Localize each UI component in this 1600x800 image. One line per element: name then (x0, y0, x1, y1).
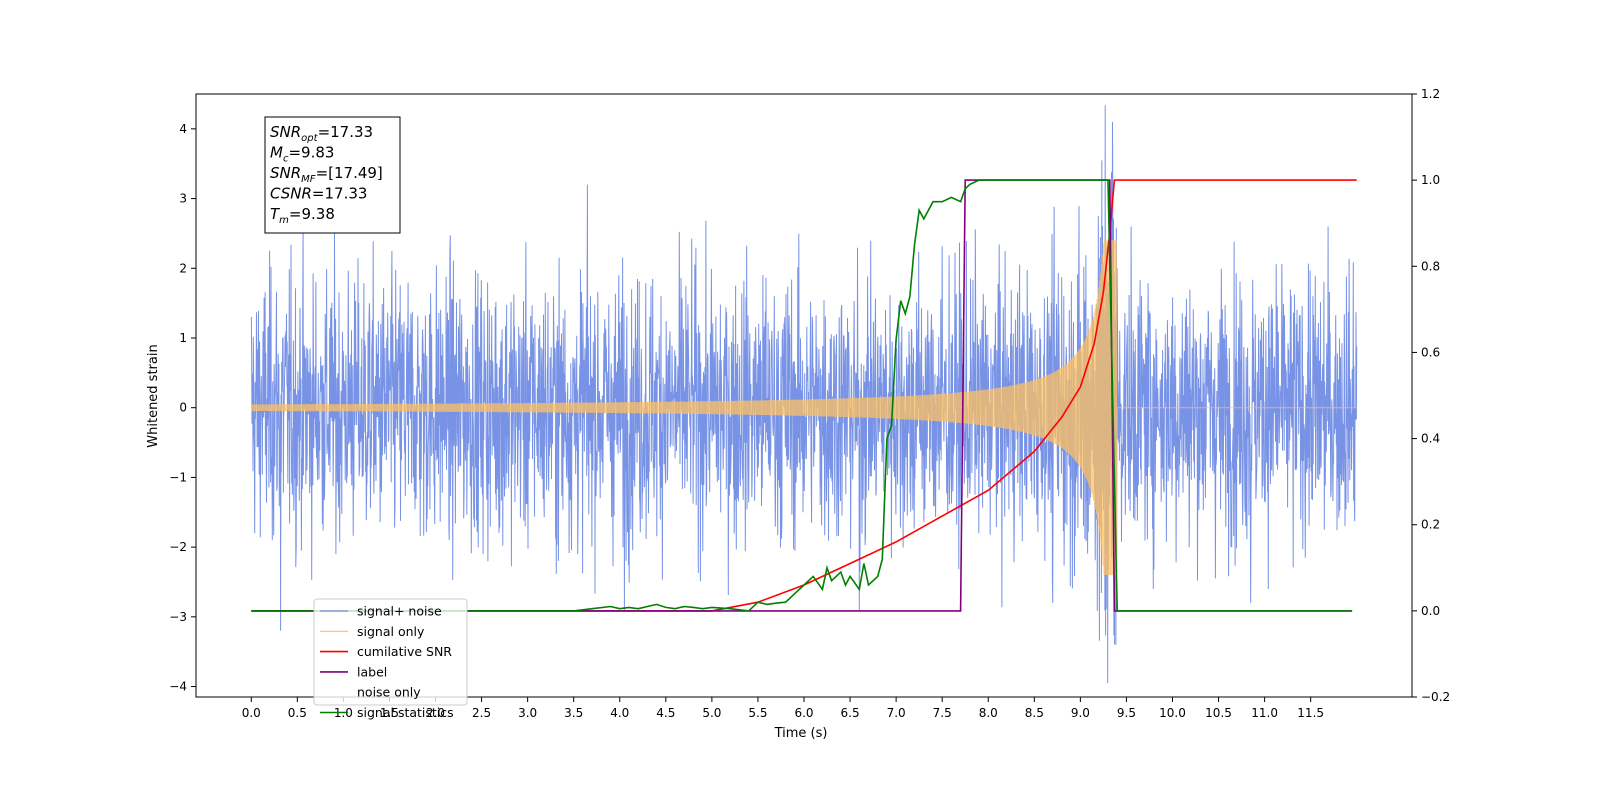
x-tick-label: 8.5 (1025, 706, 1044, 720)
x-tick-label: 0.0 (242, 706, 261, 720)
y2-tick-label: 0.2 (1421, 518, 1440, 532)
x-tick-label: 7.5 (933, 706, 952, 720)
x-tick-label: 2.5 (472, 706, 491, 720)
x-tick-label: 6.5 (841, 706, 860, 720)
annotation-line: Mc=9.83 (270, 144, 334, 165)
x-tick-label: 3.0 (518, 706, 537, 720)
y-tick-label: −3 (169, 610, 187, 624)
y-tick-label: −4 (169, 680, 187, 694)
x-tick-label: 9.0 (1071, 706, 1090, 720)
x-tick-label: 11.0 (1251, 706, 1278, 720)
annotation-line: SNRopt=17.33 (270, 123, 373, 144)
y2-tick-label: 1.0 (1421, 173, 1440, 187)
legend-label: cumilative SNR (357, 644, 452, 659)
annotation-line: Tm=9.38 (270, 205, 335, 226)
y-axis-right: 1.2 1.0 0.8 0.6 0.4 0.2 0.0 −0.2 (1412, 87, 1450, 704)
x-tick-label: 4.5 (656, 706, 675, 720)
y2-tick-label: 1.2 (1421, 87, 1440, 101)
x-axis: 0.0 0.5 1.0 1.5 2.0 2.5 3.0 3.5 4.0 4.5 5.0 5.5 6.0 6… (242, 697, 1324, 720)
legend-label: noise only (357, 685, 421, 700)
series-signal-statistics-line (251, 179, 1353, 612)
y2-tick-label: 0.6 (1421, 345, 1440, 359)
legend-label: signal+ noise (357, 604, 442, 619)
y2-tick-label: 0.8 (1421, 259, 1440, 273)
series-signal-noise-line (250, 105, 1358, 684)
legend: signal+ noise signal only cumilative SNR la… (313, 598, 468, 720)
x-tick-label: 11.5 (1297, 706, 1324, 720)
x-tick-label: 10.0 (1159, 706, 1186, 720)
x-axis-label: Time (s) (774, 726, 828, 741)
annotation-line: SNRMF=[17.49] (270, 164, 383, 185)
x-tick-label: 6.0 (794, 706, 813, 720)
series-layer (250, 105, 1358, 684)
x-tick-label: 3.5 (564, 706, 583, 720)
x-tick-label: 5.0 (702, 706, 721, 720)
x-tick-label: 5.5 (748, 706, 767, 720)
series-signal-only-line (250, 240, 1357, 576)
y-tick-label: −2 (169, 540, 187, 554)
legend-label: label (357, 664, 387, 679)
y-tick-label: 0 (179, 401, 187, 415)
x-tick-label: 8.0 (979, 706, 998, 720)
y-tick-label: 1 (179, 331, 187, 345)
annotation-box: SNRopt=17.33Mc=9.83SNRMF=[17.49]CSNR=17.… (264, 116, 401, 234)
x-tick-label: 10.5 (1205, 706, 1232, 720)
series-cumilative-snr-line (251, 179, 1357, 612)
y2-tick-label: −0.2 (1421, 690, 1450, 704)
y-tick-label: 2 (179, 261, 187, 275)
y-tick-label: 4 (179, 122, 187, 136)
y2-tick-label: 0.4 (1421, 432, 1440, 446)
x-tick-label: 1.5 (380, 706, 399, 720)
x-tick-label: 7.0 (887, 706, 906, 720)
x-tick-label: 0.5 (288, 706, 307, 720)
y-tick-label: −1 (169, 470, 187, 484)
legend-label: signal statistics (357, 705, 454, 720)
y-axis-left: 4 3 2 1 0 −1 −2 −3 −4 (169, 122, 196, 694)
y2-tick-label: 0.0 (1421, 604, 1440, 618)
y-axis-label: Whitened strain (146, 344, 161, 447)
x-tick-label: 4.0 (610, 706, 629, 720)
x-tick-label: 9.5 (1117, 706, 1136, 720)
annotation-line: CSNR=17.33 (270, 185, 367, 203)
legend-label: signal only (357, 624, 425, 639)
x-tick-label: 2.0 (426, 706, 445, 720)
y-tick-label: 3 (179, 192, 187, 206)
